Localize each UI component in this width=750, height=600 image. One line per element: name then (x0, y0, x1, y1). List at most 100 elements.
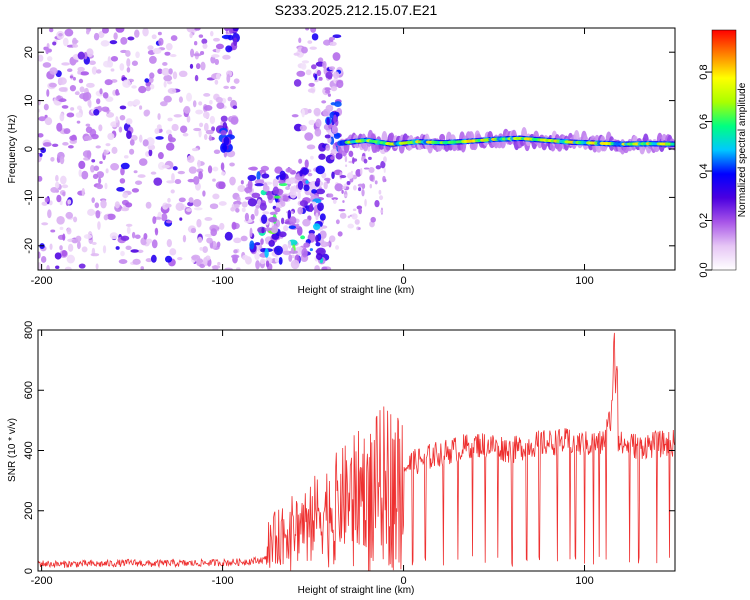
heatmap-feature-cell (352, 185, 357, 191)
heatmap-noise-cell (214, 58, 220, 65)
heatmap-noise-cell (205, 129, 214, 135)
heatmap-noise-cell (216, 102, 225, 109)
heatmap-noise-cell (244, 212, 250, 222)
heatmap-cluster-cell (287, 209, 292, 220)
heatmap-noise-cell (198, 34, 204, 38)
heatmap-noise-cell (304, 159, 309, 169)
heatmap-noise-cell (98, 124, 103, 132)
heatmap-noise-cell (220, 162, 225, 171)
heatmap-noise-cell (240, 235, 248, 242)
heatmap-noise-cell (95, 263, 99, 270)
heatmap-noise-cell (296, 70, 306, 77)
heatmap-cluster-cell (301, 248, 308, 258)
heatmap-cluster-cell (315, 242, 321, 247)
heatmap-noise-cell (84, 91, 92, 101)
heatmap-blob-cell (228, 28, 234, 34)
spectrogram-x-tick-label: 100 (575, 275, 593, 287)
heatmap-noise-cell (149, 84, 155, 90)
heatmap-noise-cell (43, 103, 49, 111)
heatmap-noise-cell (47, 56, 53, 62)
heatmap-cluster-cell (309, 203, 314, 213)
heatmap-noise-cell (297, 191, 301, 200)
heatmap-noise-cell (71, 239, 79, 244)
heatmap-noise-cell (62, 37, 69, 47)
heatmap-noise-cell (41, 201, 48, 206)
heatmap-noise-cell (45, 46, 50, 55)
heatmap-noise-cell (157, 31, 162, 36)
heatmap-noise-cell (143, 233, 148, 240)
heatmap-noise-cell (321, 100, 327, 104)
heatmap-noise-cell (54, 252, 62, 260)
heatmap-noise-cell (337, 231, 343, 237)
heatmap-noise-cell (188, 166, 197, 174)
heatmap-noise-cell (321, 266, 328, 270)
heatmap-band-core (670, 142, 675, 146)
snr-x-tick-label: -200 (31, 575, 53, 587)
heatmap-cluster-cell (273, 245, 283, 256)
snr-y-tick-label: 0 (23, 568, 35, 574)
heatmap-noise-cell (120, 162, 130, 170)
heatmap-noise-cell (193, 175, 200, 185)
heatmap-noise-cell (232, 105, 238, 110)
heatmap-noise-cell (204, 217, 213, 221)
heatmap-noise-cell (119, 63, 125, 71)
heatmap-cluster-cell (296, 226, 303, 236)
heatmap-feature-cell (334, 101, 342, 108)
heatmap-blob-cell (225, 45, 233, 53)
heatmap-noise-cell (241, 201, 248, 208)
heatmap-noise-cell (55, 265, 60, 270)
heatmap-noise-cell (125, 223, 133, 227)
heatmap-cluster-cell (281, 195, 289, 202)
heatmap-cluster-cell (272, 186, 280, 195)
heatmap-noise-cell (142, 28, 149, 37)
heatmap-noise-cell (161, 164, 171, 169)
heatmap-noise-cell (298, 37, 302, 44)
heatmap-noise-cell (230, 116, 239, 125)
heatmap-noise-cell (194, 74, 199, 82)
heatmap-noise-cell (307, 88, 316, 93)
heatmap-noise-cell (213, 149, 221, 154)
heatmap-noise-cell (42, 62, 52, 68)
heatmap-noise-cell (146, 238, 153, 244)
heatmap-noise-cell (229, 162, 235, 167)
heatmap-noise-cell (83, 135, 93, 141)
heatmap-cluster-cell (260, 238, 264, 245)
heatmap-noise-cell (259, 258, 266, 265)
heatmap-cluster-cell (280, 200, 286, 207)
heatmap-noise-cell (38, 262, 42, 270)
spectrogram-y-tick-label: 20 (23, 46, 35, 58)
heatmap-feature-cell (335, 152, 343, 160)
heatmap-noise-cell (56, 194, 62, 203)
heatmap-noise-cell (39, 153, 43, 157)
heatmap-noise-cell (93, 165, 100, 171)
heatmap-feature-cell (352, 208, 357, 212)
snr-y-tick-label: 400 (23, 441, 35, 459)
colorbar-tick-label: 0.0 (698, 262, 710, 277)
heatmap-noise-cell (172, 71, 178, 80)
heatmap-noise-cell (202, 190, 206, 197)
heatmap-noise-cell (197, 236, 203, 244)
heatmap-cluster-cell (247, 179, 253, 190)
heatmap-noise-cell (313, 107, 321, 116)
heatmap-noise-cell (47, 209, 52, 219)
heatmap-noise-cell (52, 41, 57, 46)
colorbar-ticks: 0.0 0.2 0.4 0.6 0.8 (698, 64, 712, 278)
heatmap-noise-cell (116, 187, 125, 192)
heatmap-feature-cell (358, 187, 362, 192)
heatmap-feature-cell (380, 209, 384, 214)
heatmap-feature-cell (331, 126, 339, 135)
heatmap-noise-cell (87, 99, 92, 107)
heatmap-noise-cell (179, 217, 183, 221)
heatmap-noise-cell (63, 128, 71, 134)
snr-y-tick-label: 200 (23, 502, 35, 520)
heatmap-noise-cell (178, 70, 188, 78)
heatmap-noise-cell (203, 93, 211, 97)
heatmap-noise-cell (177, 170, 185, 175)
heatmap-noise-cell (40, 255, 47, 263)
heatmap-noise-cell (38, 175, 43, 182)
heatmap-noise-cell (91, 241, 97, 245)
heatmap-noise-cell (177, 256, 183, 261)
heatmap-noise-cell (230, 207, 236, 212)
